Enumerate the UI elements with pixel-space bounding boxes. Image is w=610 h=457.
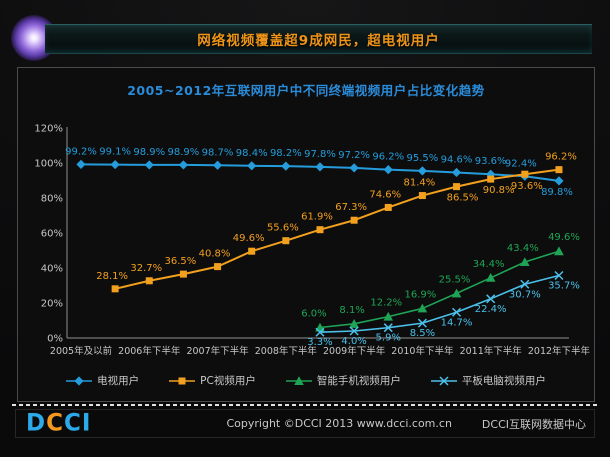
- svg-text:74.6%: 74.6%: [369, 189, 401, 200]
- svg-text:43.4%: 43.4%: [507, 243, 539, 254]
- svg-text:49.6%: 49.6%: [548, 232, 580, 243]
- svg-text:93.6%: 93.6%: [475, 156, 507, 167]
- svg-text:8.1%: 8.1%: [339, 305, 364, 316]
- legend-item-smartphone[interactable]: 智能手机视频用户: [285, 373, 401, 388]
- svg-text:40.8%: 40.8%: [199, 249, 231, 260]
- svg-text:80%: 80%: [41, 194, 63, 205]
- footer-bar: DCCI Copyright ©DCCI 2013 www.dcci.com.c…: [15, 409, 595, 438]
- svg-text:2006年下半年: 2006年下半年: [118, 345, 181, 357]
- legend-item-pc[interactable]: PC视频用户: [169, 373, 256, 388]
- svg-text:20%: 20%: [41, 299, 63, 310]
- svg-text:2007年下半年: 2007年下半年: [186, 345, 249, 357]
- svg-text:55.6%: 55.6%: [267, 223, 299, 234]
- svg-text:3.3%: 3.3%: [307, 337, 332, 348]
- svg-text:36.5%: 36.5%: [165, 256, 197, 267]
- legend-label: 智能手机视频用户: [316, 375, 401, 387]
- svg-text:96.2%: 96.2%: [545, 152, 577, 163]
- svg-text:2012年下半年: 2012年下半年: [528, 345, 591, 357]
- x-series-icon: [430, 375, 457, 386]
- svg-text:98.4%: 98.4%: [236, 148, 268, 159]
- svg-text:99.1%: 99.1%: [99, 147, 131, 158]
- svg-text:6.0%: 6.0%: [301, 309, 326, 320]
- svg-text:96.2%: 96.2%: [372, 152, 404, 163]
- svg-text:95.5%: 95.5%: [407, 153, 439, 164]
- svg-text:60%: 60%: [41, 229, 63, 240]
- svg-text:2005年及以前: 2005年及以前: [50, 345, 112, 357]
- triangle-series-icon: [285, 375, 312, 386]
- svg-text:94.6%: 94.6%: [441, 154, 473, 165]
- svg-text:28.1%: 28.1%: [96, 271, 128, 282]
- svg-text:93.6%: 93.6%: [511, 181, 543, 192]
- svg-text:8.5%: 8.5%: [410, 328, 435, 339]
- svg-text:4.0%: 4.0%: [341, 336, 366, 347]
- svg-text:12.2%: 12.2%: [370, 298, 402, 309]
- svg-text:2011年下半年: 2011年下半年: [460, 345, 523, 357]
- svg-text:92.4%: 92.4%: [505, 158, 537, 169]
- svg-text:40%: 40%: [41, 264, 63, 275]
- svg-text:16.9%: 16.9%: [405, 289, 437, 300]
- dcci-logo-letter: C: [63, 409, 82, 437]
- svg-text:25.5%: 25.5%: [439, 274, 471, 285]
- dcci-logo-letter: I: [81, 409, 92, 437]
- svg-text:98.9%: 98.9%: [168, 147, 200, 158]
- svg-text:49.6%: 49.6%: [233, 233, 265, 244]
- svg-text:30.7%: 30.7%: [509, 289, 541, 300]
- chart-panel: 0% 20% 40% 60% 80% 100% 120% 2005年及以前 2006年下半年 20…: [17, 67, 595, 402]
- chart-legend: 电视用户 PC视频用户 智能手机视频用户 平板电脑视频用户: [18, 373, 594, 388]
- legend-label: 平板电脑视频用户: [461, 375, 546, 387]
- svg-text:35.7%: 35.7%: [548, 281, 580, 292]
- svg-text:120%: 120%: [34, 124, 63, 135]
- svg-text:90.8%: 90.8%: [483, 185, 515, 196]
- chart-title: 2005~2012年互联网用户中不同终端视频用户占比变化趋势: [127, 83, 485, 98]
- svg-text:98.2%: 98.2%: [270, 148, 302, 159]
- svg-text:32.7%: 32.7%: [130, 263, 162, 274]
- svg-text:97.8%: 97.8%: [304, 149, 336, 160]
- square-series-icon: [169, 376, 196, 386]
- legend-item-tv[interactable]: 电视用户: [66, 373, 139, 388]
- svg-text:5.9%: 5.9%: [376, 333, 401, 344]
- copyright-text: Copyright ©DCCI 2013 www.dcci.com.cn: [226, 417, 452, 430]
- org-name: DCCI互联网数据中心: [481, 417, 586, 431]
- svg-text:22.4%: 22.4%: [475, 304, 507, 315]
- svg-text:0%: 0%: [47, 334, 63, 345]
- dashed-divider: [12, 404, 598, 406]
- svg-text:14.7%: 14.7%: [441, 317, 473, 328]
- dcci-logo-letter: D: [26, 409, 47, 437]
- svg-text:98.7%: 98.7%: [202, 147, 234, 158]
- svg-text:34.4%: 34.4%: [473, 259, 505, 270]
- svg-text:89.8%: 89.8%: [541, 187, 573, 198]
- svg-text:2009年下半年: 2009年下半年: [323, 345, 386, 357]
- svg-text:99.2%: 99.2%: [65, 146, 97, 157]
- svg-text:2008年下半年: 2008年下半年: [255, 345, 318, 357]
- svg-text:61.9%: 61.9%: [301, 212, 333, 223]
- svg-text:81.4%: 81.4%: [404, 178, 436, 189]
- legend-item-tablet[interactable]: 平板电脑视频用户: [430, 373, 546, 388]
- chart-plot: 0% 20% 40% 60% 80% 100% 120% 2005年及以前 2006年下半年 20…: [34, 124, 591, 358]
- banner-title: 网络视频覆盖超9成网民，超电视用户: [197, 33, 440, 49]
- svg-text:2010年下半年: 2010年下半年: [391, 345, 454, 357]
- header-banner: 网络视频覆盖超9成网民，超电视用户: [45, 24, 592, 54]
- diamond-series-icon: [66, 375, 93, 386]
- legend-label: PC视频用户: [200, 375, 256, 387]
- legend-label: 电视用户: [97, 375, 140, 387]
- dcci-logo-letter: C: [46, 409, 64, 437]
- svg-text:97.2%: 97.2%: [338, 150, 370, 161]
- svg-text:98.9%: 98.9%: [133, 147, 165, 158]
- svg-text:86.5%: 86.5%: [447, 193, 479, 204]
- dcci-logo: DCCI: [26, 411, 91, 435]
- svg-text:67.3%: 67.3%: [335, 202, 367, 213]
- svg-text:100%: 100%: [34, 159, 63, 170]
